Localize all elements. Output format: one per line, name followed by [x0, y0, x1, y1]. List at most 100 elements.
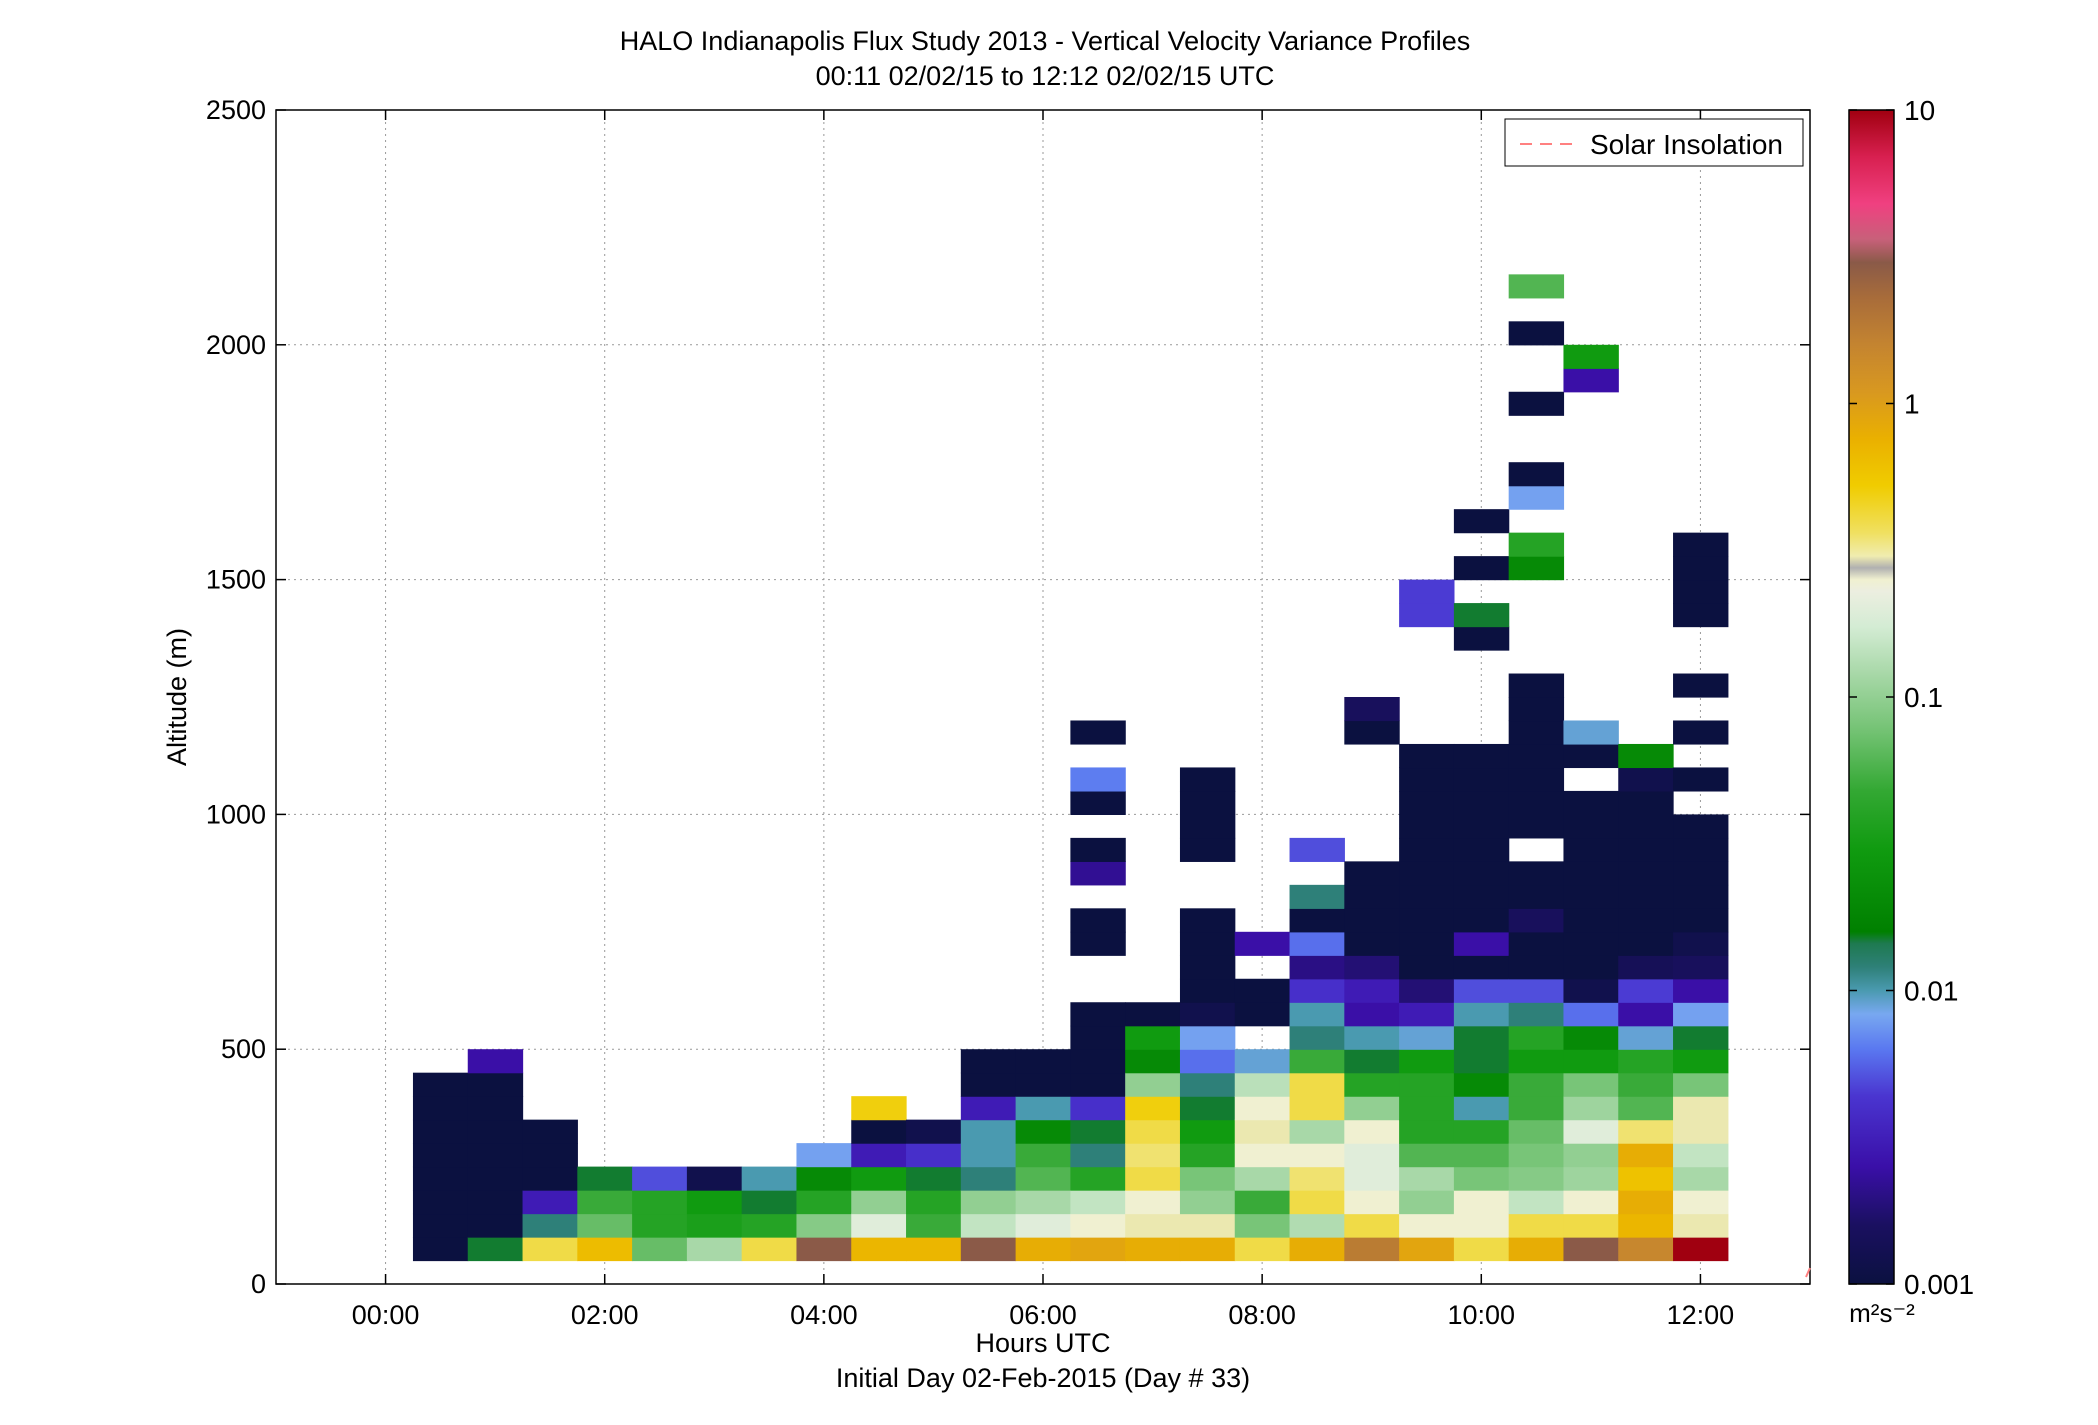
heatmap-cell [1508, 908, 1565, 933]
heatmap-cell [1179, 931, 1236, 956]
x-tick-label: 04:00 [790, 1300, 858, 1330]
heatmap-cell [412, 1096, 469, 1121]
heatmap-cell [1125, 1025, 1181, 1050]
heatmap-cell [1673, 720, 1729, 745]
colorbar-tick-label: 0.01 [1904, 976, 1959, 1007]
heatmap-cell [412, 1166, 469, 1191]
heatmap-cell [577, 1166, 633, 1191]
heatmap-cell [1070, 1096, 1126, 1121]
heatmap-cell [1508, 1166, 1565, 1191]
heatmap-cell [467, 1213, 524, 1238]
heatmap-cell [1673, 837, 1729, 862]
heatmap-cell [960, 1143, 1017, 1168]
heatmap-cell [1508, 790, 1565, 815]
x-tick-label: 08:00 [1228, 1300, 1296, 1330]
heatmap-cell [1563, 1166, 1619, 1191]
heatmap-cell [1070, 720, 1126, 745]
heatmap-cell [632, 1166, 688, 1191]
heatmap-cell [522, 1237, 578, 1262]
heatmap-cell [1289, 1143, 1345, 1168]
heatmap-cell [1070, 1166, 1126, 1191]
heatmap-cell [741, 1237, 798, 1262]
heatmap-cell [960, 1096, 1017, 1121]
heatmap-cell [1070, 1237, 1126, 1262]
heatmap-cell [686, 1237, 743, 1262]
heatmap-cell [1179, 1143, 1236, 1168]
heatmap-cell [960, 1190, 1017, 1215]
heatmap-cell [1125, 1119, 1181, 1144]
heatmap-cell [1453, 1002, 1510, 1027]
heatmap-cell [1508, 532, 1565, 557]
heatmap-cell [1508, 1143, 1565, 1168]
heatmap-cell [1015, 1166, 1071, 1191]
x-axis-label-2: Initial Day 02-Feb-2015 (Day # 33) [836, 1363, 1250, 1393]
heatmap-cell [577, 1237, 633, 1262]
heatmap-cell [741, 1213, 798, 1238]
heatmap-cell [1673, 603, 1729, 628]
heatmap-cell [1344, 1237, 1400, 1262]
heatmap-cell [1453, 837, 1510, 862]
heatmap-cell [1453, 790, 1510, 815]
heatmap-cell [1673, 955, 1729, 980]
heatmap-cell [522, 1190, 578, 1215]
heatmap-cell [1399, 814, 1455, 839]
heatmap-cell [906, 1237, 962, 1262]
colorbar-ticks: 0.001 0.01 0.1 1 10 [1849, 95, 1974, 1300]
heatmap-cell [1179, 767, 1236, 792]
heatmap-cell [1399, 861, 1455, 886]
colorbar-tick-label: 10 [1904, 95, 1935, 126]
heatmap-cell [1179, 1002, 1236, 1027]
heatmap-cell [1399, 955, 1455, 980]
heatmap-cell [1563, 1096, 1619, 1121]
heatmap-cell [1125, 1213, 1181, 1238]
heatmap-cell [1618, 1213, 1674, 1238]
heatmap-cell [1125, 1190, 1181, 1215]
heatmap-cell [1399, 790, 1455, 815]
heatmap-cell [1399, 1096, 1455, 1121]
heatmap-cell [960, 1049, 1017, 1074]
heatmap-cell [1399, 767, 1455, 792]
heatmap-cell [1563, 1002, 1619, 1027]
heatmap-cell [412, 1143, 469, 1168]
heatmap-cell [1453, 1143, 1510, 1168]
heatmap-cell [1618, 1025, 1674, 1050]
y-tick-label: 0 [251, 1269, 266, 1299]
heatmap-cell [960, 1237, 1017, 1262]
heatmap-cell [1289, 1237, 1345, 1262]
heatmap-cell [1344, 1002, 1400, 1027]
heatmap-cell [796, 1237, 852, 1262]
heatmap-cell [1453, 931, 1510, 956]
heatmap-cell [1179, 1213, 1236, 1238]
heatmap-cell [1563, 720, 1619, 745]
heatmap-cell [1399, 931, 1455, 956]
heatmap-cell [1453, 743, 1510, 769]
heatmap-cell [1618, 1237, 1674, 1262]
heatmap-cell [467, 1096, 524, 1121]
heatmap-cell [1344, 884, 1400, 909]
heatmap-cell [906, 1143, 962, 1168]
heatmap-cell [1234, 1213, 1291, 1238]
heatmap-cell [1563, 1213, 1619, 1238]
x-tick-label: 12:00 [1667, 1300, 1735, 1330]
heatmap-cell [1179, 978, 1236, 1003]
heatmap-cell [1563, 1049, 1619, 1074]
heatmap-cell [1453, 1213, 1510, 1238]
heatmap-cell [1673, 1025, 1729, 1050]
heatmap-cell [1673, 1166, 1729, 1191]
x-tick-label: 02:00 [571, 1300, 639, 1330]
heatmap-cell [1563, 1025, 1619, 1050]
heatmap-cell [1234, 1072, 1291, 1097]
heatmap-cell [1070, 767, 1126, 792]
heatmap-cell [467, 1143, 524, 1168]
heatmap-cell [1673, 767, 1729, 792]
heatmap-cell [851, 1213, 907, 1238]
heatmap-cell [1618, 1072, 1674, 1097]
heatmap-cell [1289, 1072, 1345, 1097]
heatmap-cell [1344, 1143, 1400, 1168]
heatmap-cell [1453, 509, 1510, 534]
heatmap-cell [1673, 1143, 1729, 1168]
heatmap-cell [1015, 1237, 1071, 1262]
heatmap-cell [1015, 1049, 1071, 1074]
heatmap-cell [1453, 1237, 1510, 1262]
heatmap-cell [1508, 1049, 1565, 1074]
